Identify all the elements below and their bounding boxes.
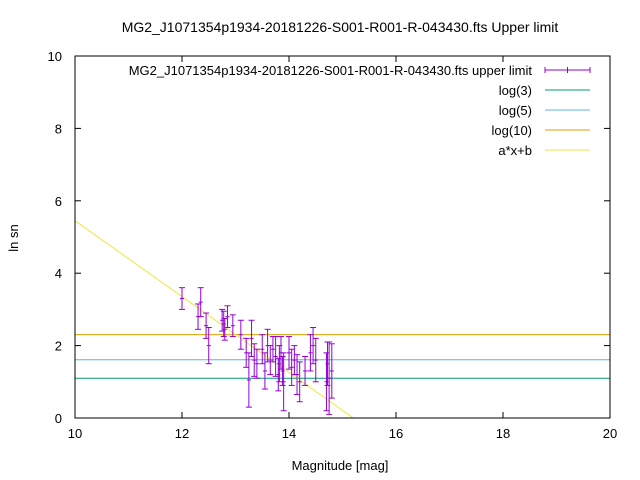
data-point bbox=[248, 319, 255, 357]
y-tick-label: 10 bbox=[48, 49, 62, 64]
x-tick-label: 10 bbox=[68, 426, 82, 441]
data-point bbox=[267, 345, 274, 376]
legend-label: log(10) bbox=[492, 123, 532, 138]
data-point bbox=[294, 354, 301, 395]
x-axis-title: Magnitude [mag] bbox=[292, 458, 389, 473]
chart-title: MG2_J1071354p1934-20181226-S001-R001-R-0… bbox=[122, 19, 559, 35]
y-axis-title: ln sn bbox=[6, 224, 21, 251]
data-point bbox=[245, 352, 252, 408]
legend-label: log(5) bbox=[499, 103, 532, 118]
x-tick-label: 18 bbox=[496, 426, 510, 441]
x-tick-label: 12 bbox=[175, 426, 189, 441]
data-point bbox=[197, 287, 204, 318]
x-tick-label: 16 bbox=[389, 426, 403, 441]
data-point bbox=[302, 355, 309, 386]
data-point bbox=[328, 343, 335, 399]
fit-line bbox=[75, 220, 354, 418]
data-point bbox=[280, 352, 287, 412]
series-layer bbox=[75, 220, 610, 418]
data-point bbox=[291, 345, 298, 376]
x-tick-label: 14 bbox=[282, 426, 296, 441]
data-point bbox=[286, 336, 292, 370]
legend: MG2_J1071354p1934-20181226-S001-R001-R-0… bbox=[129, 63, 591, 158]
data-point bbox=[288, 348, 295, 386]
data-point bbox=[253, 348, 260, 379]
data-point bbox=[279, 355, 286, 386]
data-point bbox=[259, 334, 266, 365]
y-tick-label: 4 bbox=[55, 266, 62, 281]
legend-label: MG2_J1071354p1934-20181226-S001-R001-R-0… bbox=[129, 63, 533, 78]
y-tick-label: 0 bbox=[55, 411, 62, 426]
data-point bbox=[220, 310, 227, 338]
legend-entry: log(3) bbox=[499, 83, 590, 98]
legend-entry: MG2_J1071354p1934-20181226-S001-R001-R-0… bbox=[129, 63, 591, 78]
data-point bbox=[269, 336, 276, 363]
y-tick-label: 2 bbox=[55, 339, 62, 354]
data-point bbox=[326, 341, 333, 415]
data-point bbox=[203, 312, 210, 339]
ticks-layer: 10 12 14 16 18 20 0 2 4 6 8 10 bbox=[48, 49, 618, 441]
data-point bbox=[229, 314, 236, 338]
legend-label: a*x+b bbox=[498, 143, 532, 158]
data-point bbox=[205, 327, 212, 365]
data-point bbox=[312, 337, 319, 383]
legend-entry: a*x+b bbox=[498, 143, 590, 158]
x-tick-label: 20 bbox=[603, 426, 617, 441]
y-tick-label: 8 bbox=[55, 121, 62, 136]
data-point bbox=[261, 352, 268, 390]
legend-label: log(3) bbox=[499, 83, 532, 98]
data-point bbox=[272, 336, 279, 377]
legend-entry: log(5) bbox=[499, 103, 590, 118]
plot-frame bbox=[74, 55, 611, 419]
data-point bbox=[179, 287, 185, 310]
data-point bbox=[296, 361, 303, 403]
data-point bbox=[310, 327, 317, 365]
data-point bbox=[221, 317, 228, 341]
y-tick-label: 6 bbox=[55, 194, 62, 209]
legend-entry: log(10) bbox=[492, 123, 590, 138]
data-point bbox=[224, 305, 231, 328]
data-point bbox=[323, 352, 330, 412]
data-point bbox=[237, 319, 244, 350]
data-point bbox=[307, 334, 314, 372]
